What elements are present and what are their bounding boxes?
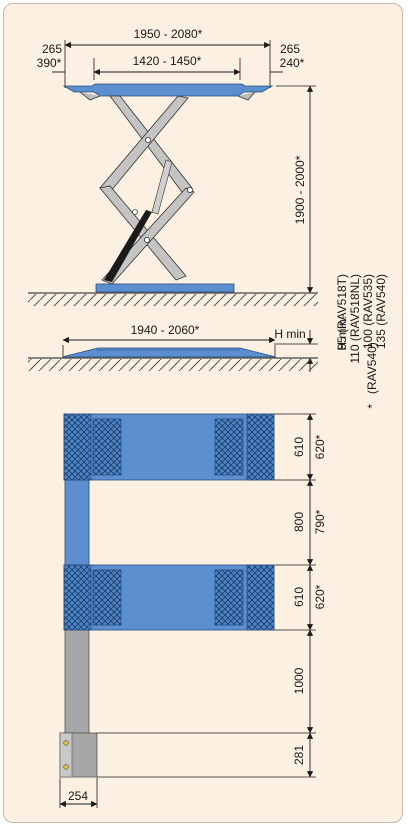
- h-min-line-1: 95 (RAV518T): [335, 274, 349, 350]
- hydraulic-cylinder: [104, 210, 152, 282]
- pad-top-depth-alt-label: 620*: [313, 434, 327, 459]
- extension-column: [64, 629, 90, 734]
- h-min-line-2: 110 (RAV518NL): [348, 274, 362, 364]
- base-depth-label: 281: [292, 745, 306, 765]
- side-view: 1950 - 2080* 265 390* 265 240* 1420 - 14…: [28, 27, 318, 306]
- h-min-line-3: 100 (RAV535): [361, 274, 375, 349]
- pad-top-depth-label: 610: [292, 437, 306, 457]
- gap-label: 800: [292, 512, 306, 532]
- plan-view: 610 620* 800 790* 610 620* 1000 281 254: [59, 413, 327, 808]
- lift-height-label: 1900 - 2000*: [293, 155, 307, 224]
- scissor-mechanism: [99, 95, 195, 285]
- base-block: [59, 732, 98, 778]
- connecting-beam: [64, 479, 90, 566]
- footnote-text: (RAV540): [365, 342, 379, 394]
- footnote: * (RAV540): [365, 342, 379, 408]
- lowered-view: 1940 - 2060* H min: [28, 323, 318, 372]
- h-min-title: H min:: [335, 316, 349, 351]
- ground-raised: [28, 292, 318, 306]
- lowered-platform: [61, 347, 277, 358]
- gap-alt-label: 790*: [313, 509, 327, 534]
- lowered-width-label: 1940 - 2060*: [131, 323, 200, 337]
- raised-platform: [62, 83, 274, 101]
- pad-bottom-depth-label: 610: [292, 587, 306, 607]
- left-overhang-label: 265: [42, 42, 62, 56]
- h-min-label: H min: [274, 327, 305, 341]
- footnote-mark: *: [365, 404, 379, 409]
- left-overhang-alt-label: 390*: [37, 56, 62, 70]
- base-width-label: 254: [68, 789, 88, 803]
- overall-width-label: 1950 - 2080*: [134, 27, 203, 41]
- base-plate: [95, 283, 235, 293]
- platform-width-label: 1420 - 1450*: [133, 54, 202, 68]
- platform-pad-bottom: [63, 564, 275, 631]
- h-min-line-4: 135 (RAV540): [374, 274, 388, 349]
- ground-lowered: [28, 359, 318, 371]
- pad-bottom-depth-alt-label: 620*: [313, 584, 327, 609]
- extension-length-label: 1000: [292, 667, 306, 694]
- h-min-notes: H min: 95 (RAV518T) 110 (RAV518NL) 100 (…: [335, 274, 388, 364]
- platform-pad-top: [63, 413, 275, 481]
- right-overhang-alt-label: 240*: [280, 56, 305, 70]
- right-overhang-label: 265: [280, 42, 300, 56]
